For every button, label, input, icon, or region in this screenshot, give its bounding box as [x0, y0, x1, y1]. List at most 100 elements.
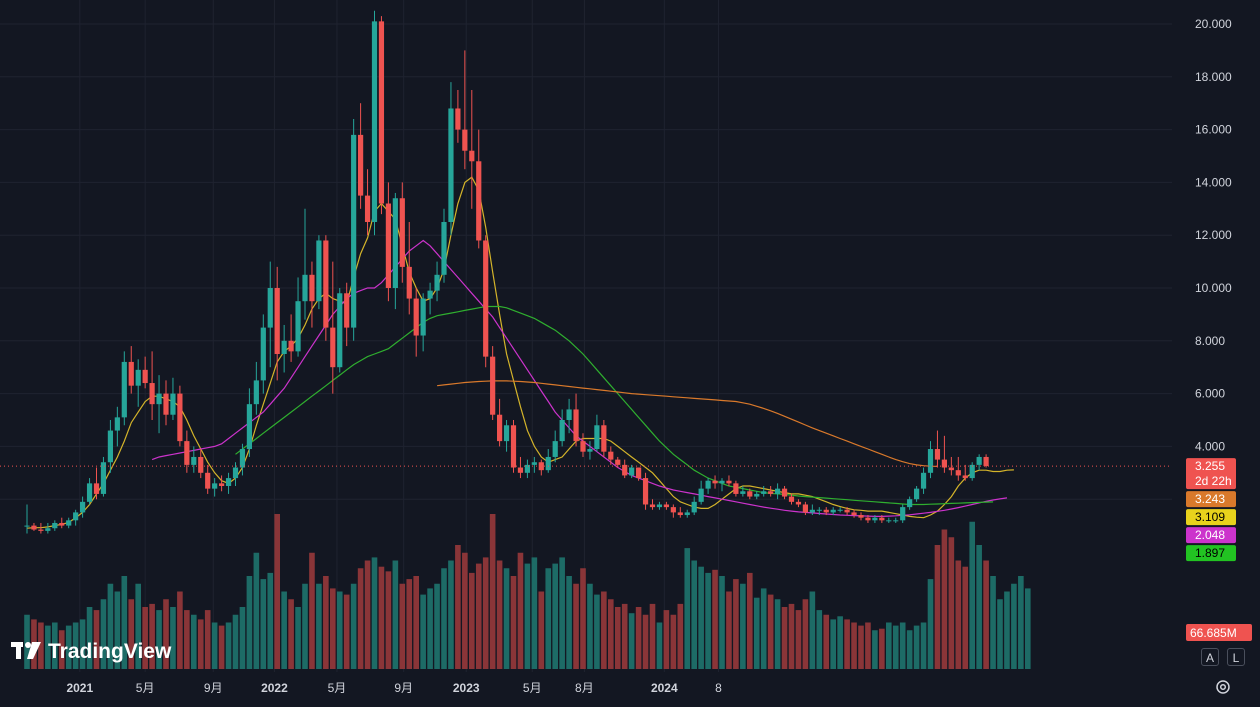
price-badge-ma-long: 3.243 — [1186, 491, 1236, 508]
candle-body — [920, 472, 927, 489]
candle — [809, 504, 815, 516]
volume-bar — [239, 607, 246, 669]
candle-body — [413, 298, 419, 336]
candle-body — [351, 134, 357, 328]
candle — [872, 515, 878, 523]
price-badge-background — [1186, 491, 1236, 508]
candle — [163, 380, 169, 426]
candle — [886, 517, 892, 523]
volume-bar — [427, 588, 433, 669]
candle-body — [656, 504, 663, 508]
candle — [212, 478, 218, 497]
candle — [142, 356, 148, 389]
volume-bar — [934, 545, 941, 669]
x-tick-label: 8月 — [575, 681, 594, 695]
candle — [608, 446, 614, 465]
candle — [302, 208, 308, 320]
candle — [941, 435, 947, 473]
volume-bar — [86, 607, 93, 669]
auto-scale-button[interactable]: A — [1201, 648, 1219, 666]
candle — [434, 261, 440, 302]
volume-bar — [469, 572, 475, 669]
volume-bar — [531, 557, 538, 669]
candle-body — [100, 462, 107, 494]
volume-bar — [267, 572, 274, 669]
volume-bar — [649, 603, 656, 669]
candle — [52, 520, 58, 531]
volume-bar — [65, 625, 72, 669]
candle-body — [163, 393, 169, 415]
candle — [865, 515, 871, 523]
candle-body — [747, 491, 753, 497]
candle — [740, 486, 746, 497]
candle-body — [927, 449, 934, 473]
volume-bar — [1018, 576, 1024, 669]
candle-body — [538, 462, 544, 471]
candle-body — [809, 509, 815, 513]
volume-bar — [218, 625, 225, 669]
volume-bar — [211, 622, 218, 669]
candle-body — [80, 501, 86, 513]
price-badge-value: 3.109 — [1195, 510, 1225, 524]
candle — [837, 507, 843, 513]
volume-bar — [142, 607, 148, 669]
price-badge-countdown: 2d 22h — [1195, 474, 1232, 488]
candle — [948, 456, 954, 476]
candle-body — [830, 509, 836, 513]
candle-body — [232, 467, 239, 479]
volume-bar — [482, 557, 489, 669]
volume-bar — [906, 630, 913, 669]
candle-body — [59, 522, 65, 526]
candle — [851, 509, 857, 518]
logo-wedge — [27, 642, 41, 659]
volume-bar — [364, 560, 371, 669]
candle — [385, 182, 391, 302]
candle-body — [309, 274, 315, 302]
candle — [274, 266, 280, 381]
candle — [552, 430, 558, 463]
volume-histogram — [24, 514, 1031, 669]
candle — [378, 16, 385, 215]
candle — [323, 235, 329, 341]
candle — [135, 359, 141, 407]
candle — [128, 346, 134, 394]
volume-bar — [545, 568, 552, 669]
candle — [483, 235, 489, 368]
candle — [900, 504, 906, 523]
candle — [114, 406, 120, 447]
volume-bar — [295, 607, 301, 669]
y-tick-label: 12.000 — [1195, 228, 1232, 242]
log-scale-button[interactable]: L — [1227, 648, 1245, 666]
candle — [927, 441, 934, 479]
volume-bar — [128, 599, 135, 669]
candle-body — [156, 393, 162, 405]
volume-bar — [413, 576, 419, 669]
volume-bar — [747, 572, 753, 669]
candle-body — [114, 417, 120, 431]
volume-bar — [489, 514, 496, 669]
candle-body — [128, 361, 134, 386]
candle-body — [642, 478, 649, 505]
candle-body — [239, 449, 246, 468]
gear-icon[interactable] — [1214, 678, 1232, 696]
candle — [934, 430, 941, 468]
candle — [170, 377, 176, 420]
candle — [969, 462, 975, 481]
candle-body — [698, 488, 704, 502]
candle — [441, 208, 447, 283]
volume-bar — [621, 603, 628, 669]
candle-body — [893, 520, 899, 522]
volume-bar — [573, 583, 579, 669]
candle-body — [559, 420, 565, 442]
candle — [545, 449, 551, 473]
x-tick-label: 9月 — [394, 681, 413, 695]
volume-bar — [184, 610, 190, 669]
volume-bar — [107, 583, 114, 669]
volume-bar — [663, 610, 670, 669]
volume-bar — [816, 610, 823, 669]
volume-bar — [170, 607, 176, 669]
candle-body — [726, 480, 732, 484]
